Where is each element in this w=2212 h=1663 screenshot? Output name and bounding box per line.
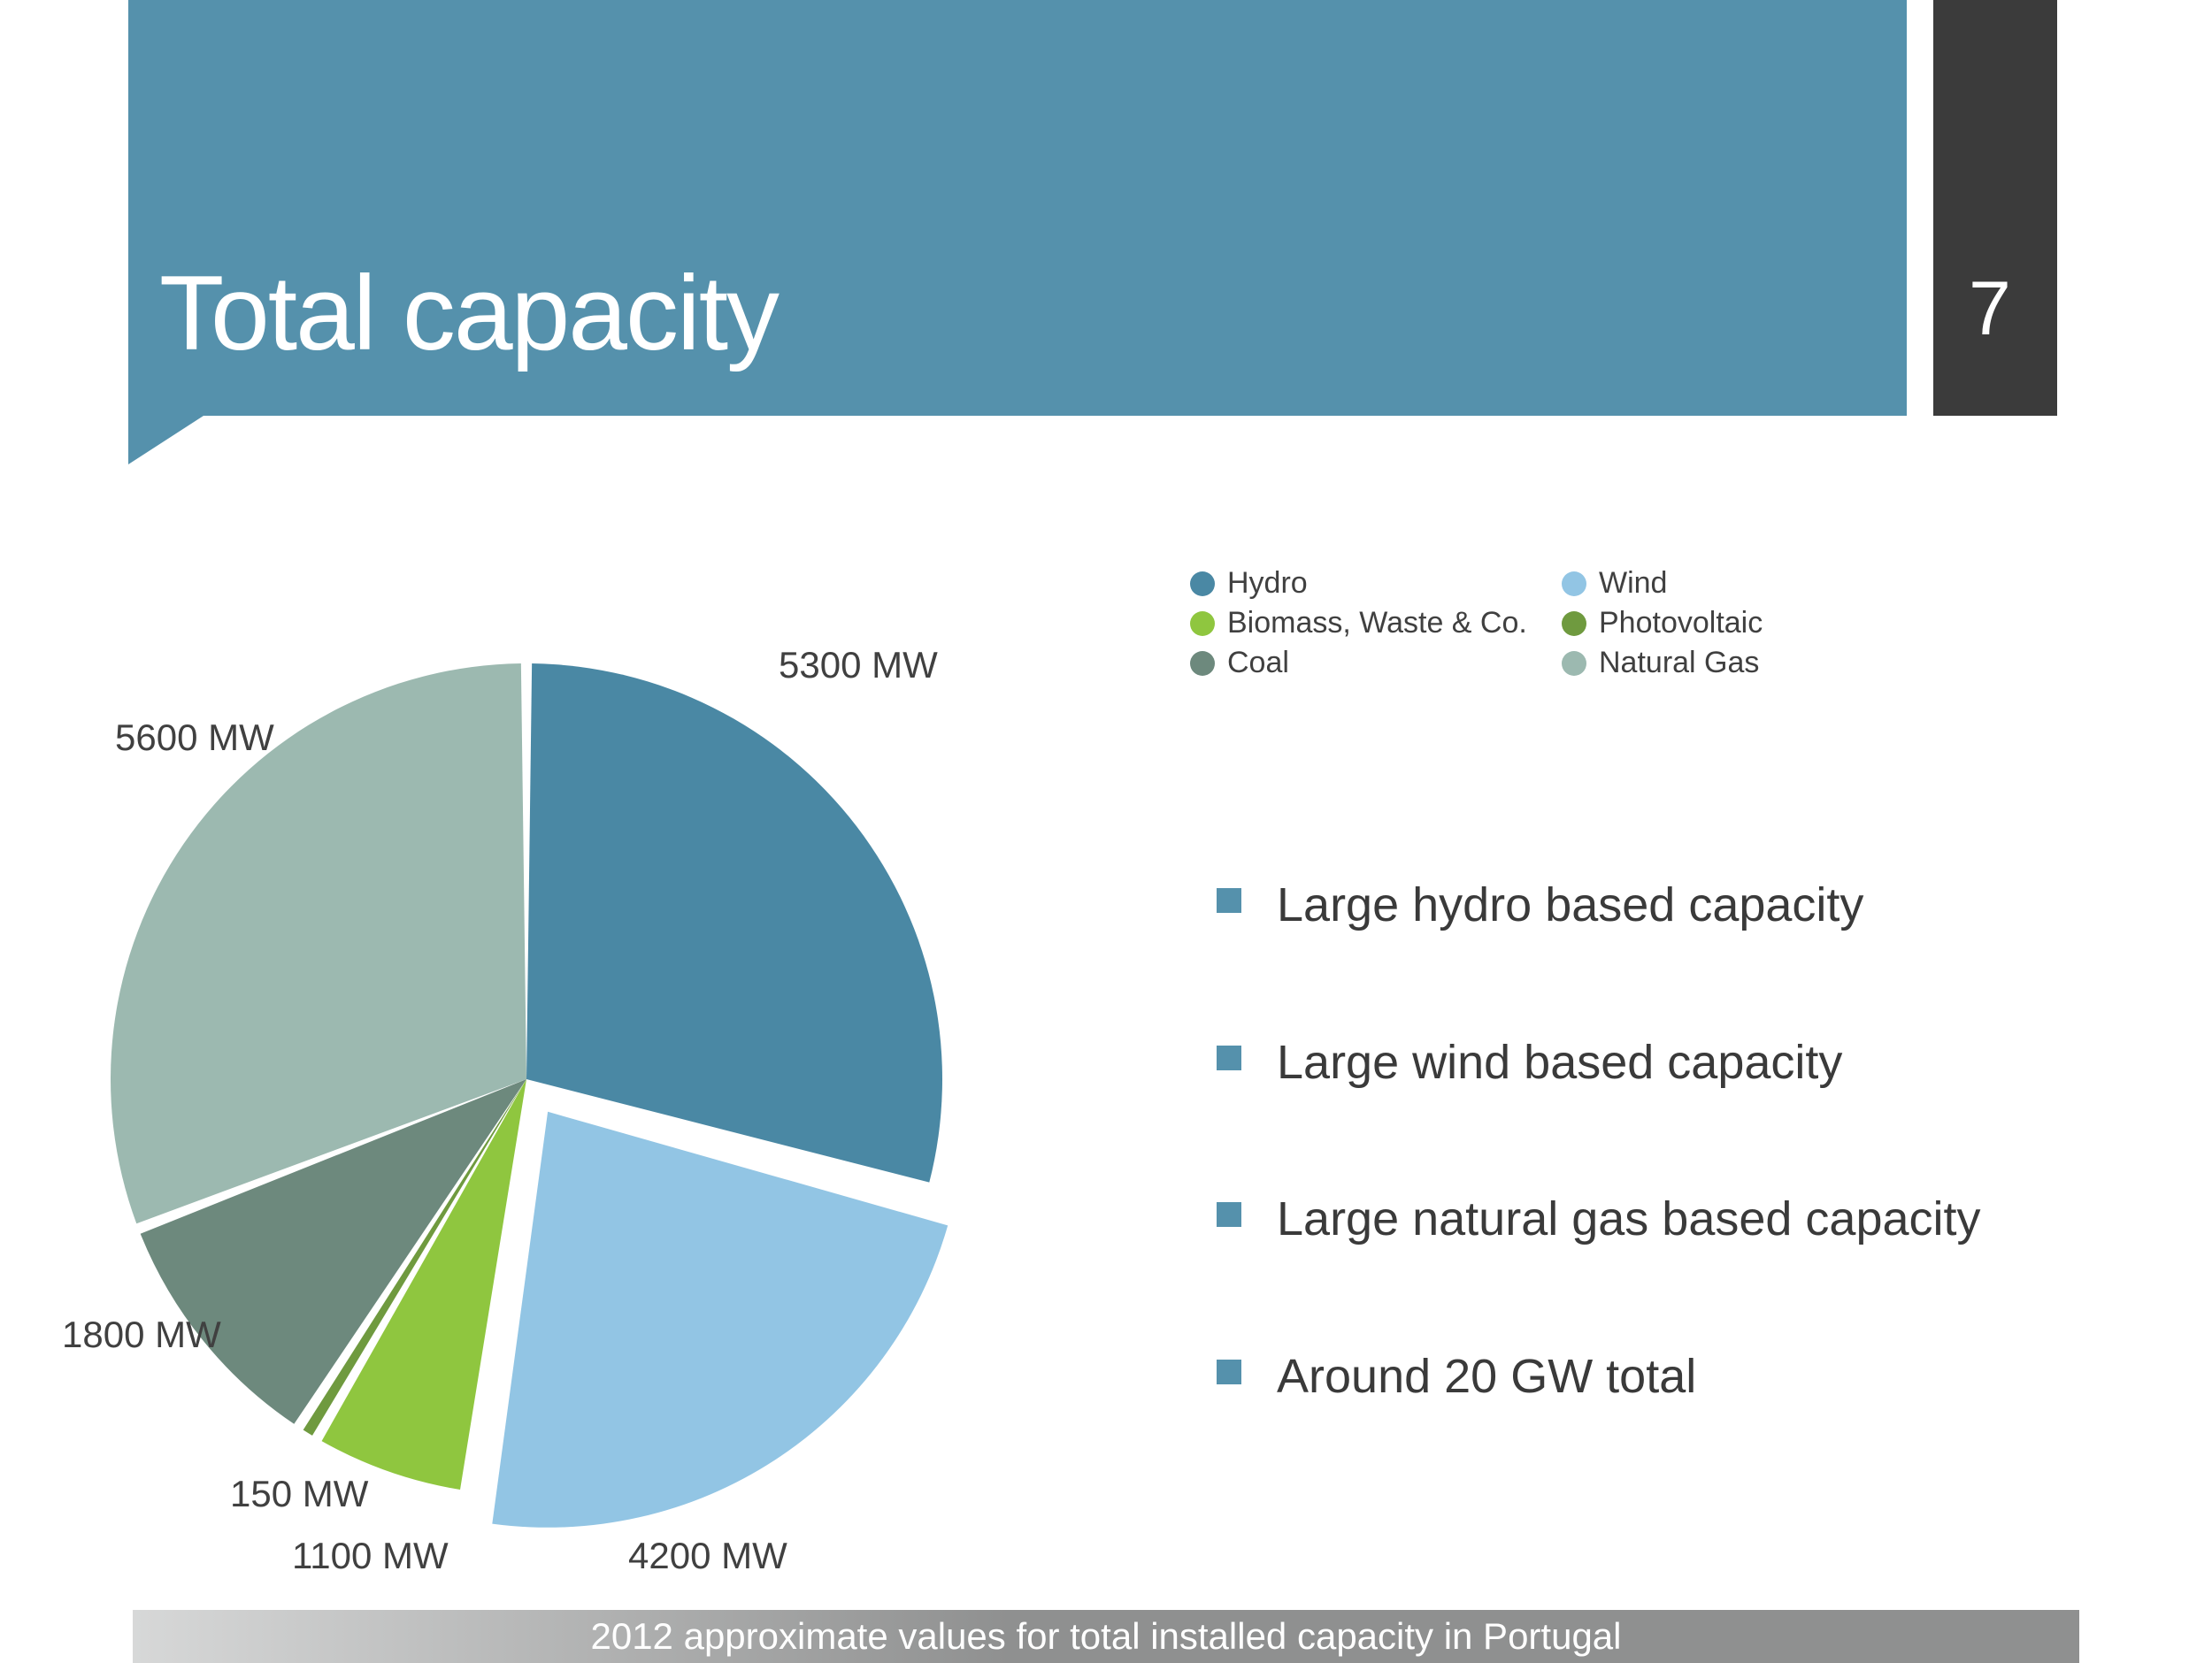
- legend-item-wind: Wind: [1562, 566, 1763, 601]
- pie-label-unit: MW: [872, 644, 938, 686]
- pie-label-unit: MW: [382, 1535, 449, 1576]
- legend-swatch-biomass: [1190, 611, 1215, 636]
- page-title: Total capacity: [159, 252, 778, 374]
- pie-label-unit: MW: [155, 1314, 221, 1355]
- legend-label: Photovoltaic: [1599, 606, 1763, 640]
- pie-label-biomass: 1100 MW: [292, 1535, 449, 1577]
- pie-label-unit: MW: [208, 717, 274, 758]
- legend-item-hydro: Hydro: [1190, 566, 1527, 601]
- bullet-square-icon: [1217, 1360, 1241, 1384]
- bullet-item: Around 20 GW total: [1217, 1347, 2066, 1407]
- footer-bar: 2012 approximate values for total instal…: [133, 1610, 2079, 1663]
- legend-column-1: Wind Photovoltaic Natural Gas: [1562, 566, 1763, 686]
- legend-swatch-wind: [1562, 571, 1586, 596]
- bullet-item: Large wind based capacity: [1217, 1033, 2066, 1093]
- header-banner-dark: [1933, 0, 2057, 416]
- legend-swatch-coal: [1190, 651, 1215, 676]
- legend-label: Coal: [1227, 646, 1289, 680]
- legend-label: Wind: [1599, 566, 1667, 601]
- legend-item-naturalgas: Natural Gas: [1562, 646, 1763, 680]
- bullet-square-icon: [1217, 888, 1241, 913]
- legend-swatch-photovoltaic: [1562, 611, 1586, 636]
- pie-slice-hydro: [526, 663, 942, 1183]
- bullet-text: Around 20 GW total: [1277, 1347, 1696, 1407]
- slide-root: Total capacity75300 MW4200 MW1100 MW150 …: [0, 0, 2212, 1659]
- legend-label: Natural Gas: [1599, 646, 1759, 680]
- bullet-text: Large natural gas based capacity: [1277, 1190, 1981, 1250]
- pie-label-value: 150: [230, 1473, 292, 1514]
- bullet-list: Large hydro based capacity Large wind bas…: [1217, 876, 2066, 1504]
- page-number: 7: [1969, 265, 2011, 353]
- pie-label-hydro: 5300 MW: [779, 644, 938, 686]
- pie-label-value: 5300: [779, 644, 861, 686]
- pie-label-value: 1800: [62, 1314, 144, 1355]
- legend-item-coal: Coal: [1190, 646, 1527, 680]
- pie-label-value: 4200: [628, 1535, 710, 1576]
- bullet-text: Large wind based capacity: [1277, 1033, 1842, 1093]
- bullet-item: Large hydro based capacity: [1217, 876, 2066, 936]
- pie-label-unit: MW: [721, 1535, 787, 1576]
- pie-label-naturalgas: 5600 MW: [115, 717, 274, 759]
- pie-slice-wind: [492, 1112, 948, 1528]
- legend-item-photovoltaic: Photovoltaic: [1562, 606, 1763, 640]
- pie-label-wind: 4200 MW: [628, 1535, 787, 1577]
- legend-column-0: Hydro Biomass, Waste & Co. Coal: [1190, 566, 1527, 686]
- legend-swatch-hydro: [1190, 571, 1215, 596]
- legend-label: Hydro: [1227, 566, 1308, 601]
- pie-label-unit: MW: [303, 1473, 369, 1514]
- bullet-item: Large natural gas based capacity: [1217, 1190, 2066, 1250]
- header-notch: [128, 416, 204, 464]
- bullet-square-icon: [1217, 1202, 1241, 1227]
- bullet-square-icon: [1217, 1046, 1241, 1070]
- pie-label-photovoltaic: 150 MW: [230, 1473, 368, 1515]
- legend-item-biomass: Biomass, Waste & Co.: [1190, 606, 1527, 640]
- pie-label-value: 5600: [115, 717, 197, 758]
- pie-label-coal: 1800 MW: [62, 1314, 221, 1356]
- pie-label-value: 1100: [292, 1535, 372, 1576]
- legend-label: Biomass, Waste & Co.: [1227, 606, 1527, 640]
- footer-caption: 2012 approximate values for total instal…: [590, 1615, 1621, 1658]
- legend-swatch-naturalgas: [1562, 651, 1586, 676]
- bullet-text: Large hydro based capacity: [1277, 876, 1863, 936]
